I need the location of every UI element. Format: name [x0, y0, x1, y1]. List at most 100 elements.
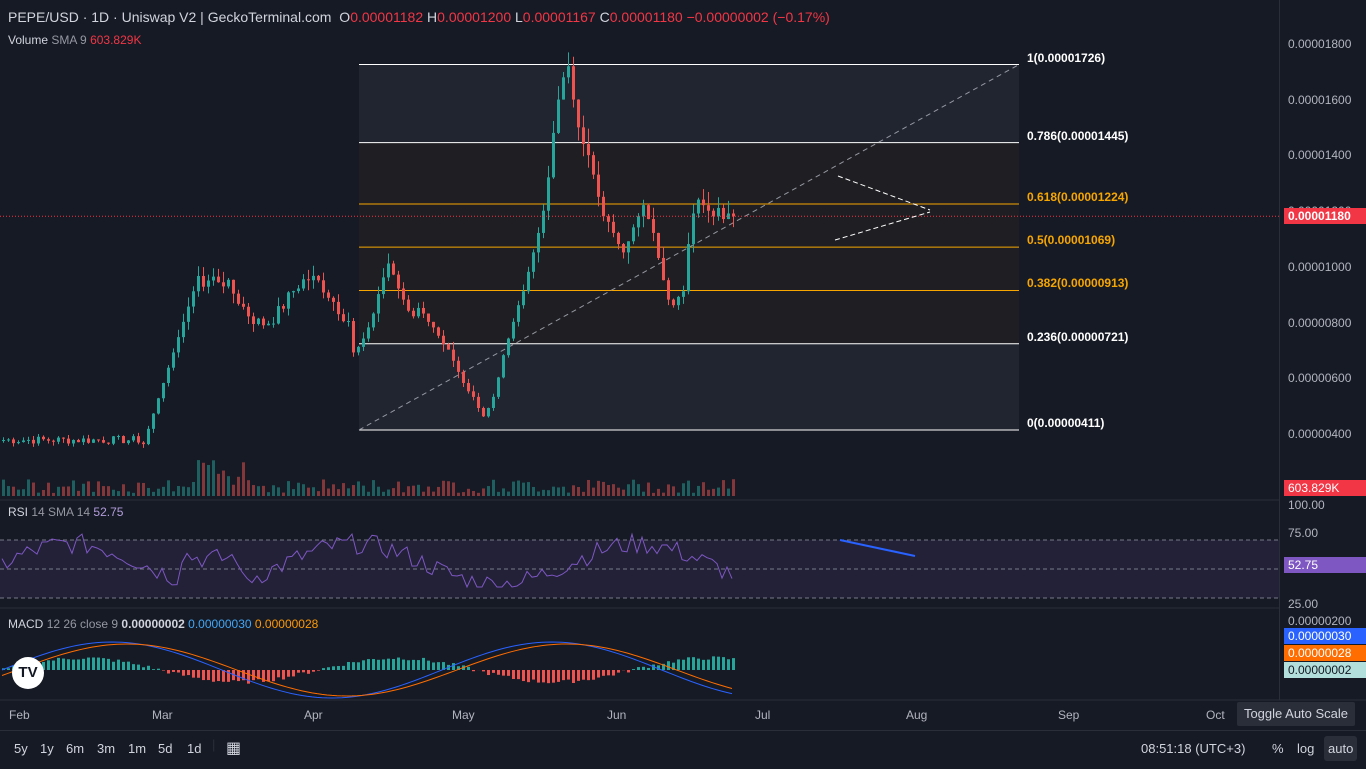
candle-body [662, 258, 665, 280]
candle-body [132, 436, 135, 440]
volume-bar [212, 460, 215, 496]
candle-body [157, 398, 160, 413]
macd-hist-bar [107, 659, 110, 670]
volume-bar [687, 481, 690, 496]
candle-body [252, 316, 255, 324]
open-label: O [339, 9, 350, 25]
percent-button[interactable]: % [1272, 741, 1284, 756]
timeframe-5d-button[interactable]: 5d [158, 741, 172, 756]
macd-hist-bar [302, 670, 305, 672]
volume-bar [142, 483, 145, 496]
candle-body [422, 308, 425, 314]
candle-body [677, 297, 680, 305]
auto-button[interactable]: auto [1324, 736, 1357, 761]
volume-bar [22, 489, 25, 496]
volume-bar [427, 487, 430, 496]
timeframe-1d-button[interactable]: 1d [187, 741, 201, 756]
candle-body [147, 429, 150, 444]
candle-body [167, 368, 170, 383]
candle-body [27, 440, 30, 441]
volume-bar [267, 492, 270, 496]
timeframe-6m-button[interactable]: 6m [66, 741, 84, 756]
macd-hist-bar [127, 662, 130, 670]
macd-hist-bar [362, 660, 365, 670]
volume-bar [17, 490, 20, 496]
volume-bar [237, 477, 240, 496]
timeframe-1y-button[interactable]: 1y [40, 741, 54, 756]
volume-bar [632, 480, 635, 496]
macd-hist-bar [272, 670, 275, 681]
candle-body [382, 277, 385, 294]
macd-hist-bar [482, 670, 485, 671]
candle-body [502, 355, 505, 377]
volume-bar [627, 484, 630, 496]
volume-bar [442, 481, 445, 496]
rsi-tick: 75.00 [1288, 526, 1318, 540]
candle-body [667, 280, 670, 299]
timeframe-1m-button[interactable]: 1m [128, 741, 146, 756]
candle-body [372, 314, 375, 328]
macd-hist-bar [502, 670, 505, 676]
volume-bar [177, 486, 180, 496]
timeframe-3m-button[interactable]: 3m [97, 741, 115, 756]
volume-bar [172, 491, 175, 496]
volume-bar [97, 481, 100, 496]
candle-body [387, 264, 390, 278]
volume-bar [92, 492, 95, 496]
macd-hist-bar [712, 656, 715, 670]
fib-zone [359, 143, 1019, 204]
fib-label-0.786: 0.786(0.00001445) [1027, 129, 1128, 143]
macd-hist-bar [187, 670, 190, 675]
date-range-icon[interactable]: ▦ [226, 738, 241, 758]
macd-hist-bar [562, 670, 565, 680]
macd-hist-bar [382, 659, 385, 670]
macd-hist-bar [632, 669, 635, 670]
macd-hist-bar [467, 667, 470, 670]
candle-body [522, 291, 525, 305]
log-button[interactable]: log [1297, 741, 1314, 756]
time-label: Feb [9, 708, 30, 722]
candle-body [202, 276, 205, 287]
macd-hist-bar [197, 670, 200, 678]
volume-bar [257, 486, 260, 496]
volume-sub: SMA 9 [51, 33, 86, 47]
volume-bar [677, 493, 680, 496]
volume-bar [32, 483, 35, 496]
macd-hist-bar [692, 657, 695, 670]
volume-bar [67, 486, 70, 496]
macd-hist-bar [647, 668, 650, 670]
macd-hist-bar [132, 664, 135, 670]
candle-body [712, 211, 715, 217]
symbol-title: PEPE/USD · 1D · Uniswap V2 | GeckoTermin… [8, 9, 331, 25]
price-axis[interactable]: 0.00001800 0.00001600 0.00001400 0.00001… [1279, 0, 1366, 700]
rsi-tick: 25.00 [1288, 597, 1318, 611]
volume-bar [367, 492, 370, 496]
candle-body [337, 302, 340, 314]
volume-bar [717, 488, 720, 496]
volume-bar [532, 487, 535, 496]
volume-bar [72, 480, 75, 496]
clock: 08:51:18 (UTC+3) [1141, 741, 1245, 756]
volume-bar [612, 484, 615, 496]
macd-hist-bar [682, 660, 685, 670]
volume-bar [222, 471, 225, 496]
timeframe-5y-button[interactable]: 5y [14, 741, 28, 756]
macd-hist-bar [512, 670, 515, 679]
volume-bar [137, 483, 140, 496]
volume-bar [397, 482, 400, 496]
macd-hist-bar [537, 670, 540, 683]
candle-body [692, 213, 695, 244]
candle-body [312, 276, 315, 280]
candle-body [212, 277, 215, 281]
candle-body [97, 439, 100, 440]
volume-bar [272, 485, 275, 496]
macd-hist-bar [62, 659, 65, 670]
change-value: −0.00000002 (−0.17%) [687, 9, 830, 25]
volume-bar [242, 462, 245, 496]
macd-hist-bar [507, 670, 510, 676]
toggle-auto-scale-button[interactable]: Toggle Auto Scale [1237, 702, 1355, 726]
volume-bar [512, 482, 515, 496]
macd-hist-bar [677, 659, 680, 670]
candle-body [532, 252, 535, 271]
volume-bar [557, 487, 560, 496]
